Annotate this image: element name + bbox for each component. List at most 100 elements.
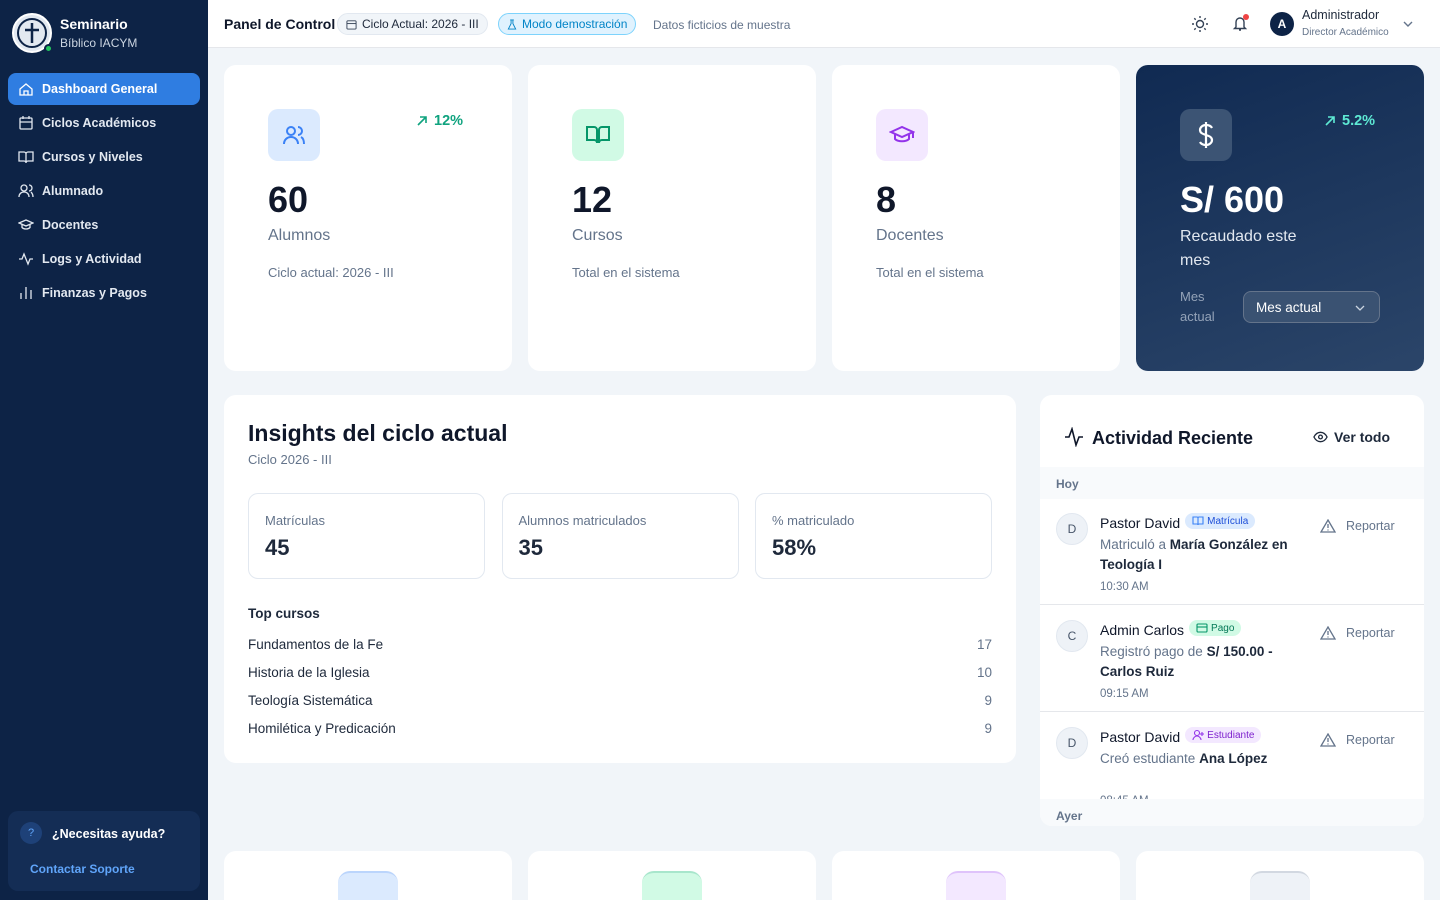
nav-icon: [18, 151, 34, 164]
stat-label: Alumnos: [268, 227, 331, 244]
tag-text: Matrícula: [1207, 515, 1249, 527]
action-text: Creó estudiante: [1100, 751, 1196, 766]
nav-label: Dashboard General: [42, 82, 158, 96]
report-button[interactable]: Reportar: [1320, 519, 1395, 533]
action-card[interactable]: [528, 851, 816, 900]
activity-desc: Creó estudiante Ana López: [1100, 749, 1300, 769]
theme-toggle[interactable]: [1191, 15, 1209, 33]
view-all[interactable]: Ver todo: [1313, 429, 1390, 445]
top-bar: Panel de Control Ciclo Actual: 2026 - II…: [208, 0, 1440, 48]
nav-item[interactable]: Docentes: [8, 209, 200, 241]
group-label: Ayer: [1040, 799, 1424, 826]
course-row: Homilética y Predicación 9: [248, 721, 992, 736]
insights-title: Insights del ciclo actual: [248, 420, 508, 446]
avatar: D: [1056, 513, 1088, 545]
metric-value: 45: [265, 535, 290, 560]
month-select-text: Mes actual: [1256, 300, 1322, 315]
metric-value: 58%: [772, 535, 817, 560]
stat-trend-text: 12%: [434, 113, 464, 129]
nav-icon: [19, 116, 33, 130]
stat-card: 12 Cursos Total en el sistema: [528, 65, 816, 371]
metric-box: Matrículas 45: [248, 493, 485, 579]
course-row: Teología Sistemática 9: [248, 693, 992, 708]
revenue-trend: 5.2%: [1324, 113, 1375, 129]
report-button[interactable]: Reportar: [1320, 626, 1395, 640]
nav-item[interactable]: Logs y Actividad: [8, 243, 200, 275]
report-button[interactable]: Reportar: [1320, 733, 1395, 747]
metric-label: % matriculado: [772, 513, 855, 528]
metric-label: Matrículas: [265, 513, 325, 528]
activity-time: 09:15 AM: [1100, 688, 1149, 700]
action-card[interactable]: [224, 851, 512, 900]
actor-name: Admin Carlos: [1100, 622, 1185, 638]
nav-label: Logs y Actividad: [42, 252, 142, 266]
stat-label: Cursos: [572, 227, 623, 244]
stat-note: Ciclo actual: 2026 - III: [268, 265, 394, 280]
nav-item[interactable]: Finanzas y Pagos: [8, 277, 200, 309]
view-all-text: Ver todo: [1334, 429, 1391, 445]
support-link[interactable]: Contactar Soporte: [30, 862, 135, 876]
demo-pill: Modo demostración: [498, 13, 637, 35]
action-icon: [1250, 871, 1310, 900]
stat-trend: 12%: [416, 113, 463, 129]
actor-name: Pastor David: [1100, 729, 1181, 745]
stat-label: Docentes: [876, 227, 944, 244]
stat-value: 60: [268, 179, 309, 220]
action-card[interactable]: [1136, 851, 1424, 900]
nav-icon: [19, 252, 33, 266]
report-text: Reportar: [1346, 733, 1395, 747]
activity-tag: Pago: [1189, 620, 1242, 636]
activity-item: D Pastor David Estudiante Creó estudiante A…: [1040, 713, 1424, 819]
nav-label: Docentes: [42, 218, 99, 232]
activity-head: Admin Carlos Pago: [1100, 620, 1242, 638]
activity-title: Actividad Reciente: [1092, 428, 1254, 448]
activity-item: D Pastor David Matrícula Matriculó a María …: [1040, 499, 1424, 605]
avatar: D: [1056, 727, 1088, 759]
metric-label: Alumnos matriculados: [518, 513, 647, 528]
metric-box: Alumnos matriculados 35: [501, 493, 739, 579]
nav-label: Cursos y Niveles: [42, 150, 143, 164]
revenue-card: 5.2% S/ 600 Recaudado este mes Mes actua…: [1136, 65, 1424, 371]
action-text: Matriculó a: [1100, 537, 1167, 552]
nav-label: Alumnado: [42, 184, 104, 198]
logo: [12, 13, 52, 53]
nav-icon: [18, 219, 34, 230]
course-count: 17: [976, 637, 992, 652]
user-menu[interactable]: [1402, 19, 1414, 29]
course-name: Historia de la Iglesia: [248, 665, 370, 680]
stat-note: Total en el sistema: [572, 265, 680, 280]
action-text: Registró pago de: [1100, 644, 1203, 659]
nav-item[interactable]: Ciclos Académicos: [8, 107, 200, 139]
course-name: Fundamentos de la Fe: [248, 637, 384, 652]
course-count: 10: [976, 665, 992, 680]
nav-item[interactable]: Dashboard General: [8, 73, 200, 105]
nav-icon: [20, 287, 32, 299]
stat-card: 12% 60 Alumnos Ciclo actual: 2026 - III: [224, 65, 512, 371]
course-count: 9: [984, 721, 992, 736]
stat-icon: [572, 109, 624, 161]
action-card[interactable]: [832, 851, 1120, 900]
tag-text: Pago: [1211, 622, 1235, 634]
user-avatar[interactable]: A: [1270, 12, 1294, 36]
month-select[interactable]: Mes actual: [1243, 291, 1380, 323]
activity-head: Pastor David Matrícula: [1100, 513, 1256, 531]
brand-subtitle: Bíblico IACYM: [60, 36, 138, 50]
help-icon: ?: [20, 822, 42, 844]
activity-tag: Matrícula: [1185, 513, 1256, 529]
page-title: Panel de Control: [224, 16, 336, 32]
course-name: Homilética y Predicación: [248, 721, 396, 736]
revenue-trend-text: 5.2%: [1342, 113, 1376, 129]
nav-item[interactable]: Cursos y Niveles: [8, 141, 200, 173]
activity-tag: Estudiante: [1185, 727, 1262, 743]
action-target: Ana López: [1199, 751, 1268, 766]
activity-card: Actividad Reciente Ver todo Hoy D Pastor D…: [1040, 395, 1424, 826]
nav-item[interactable]: Alumnado: [8, 175, 200, 207]
filter-label: Mes actual: [1180, 289, 1215, 324]
activity-head: Pastor David Estudiante: [1100, 727, 1262, 745]
help-title: ¿Necesitas ayuda?: [52, 827, 166, 841]
sidebar: Seminario Bíblico IACYM Dashboard Genera…: [0, 0, 208, 900]
status-dot: [44, 44, 53, 53]
stat-value: 12: [572, 179, 613, 220]
metric-box: % matriculado 58%: [755, 493, 992, 579]
notifications[interactable]: [1231, 13, 1251, 33]
